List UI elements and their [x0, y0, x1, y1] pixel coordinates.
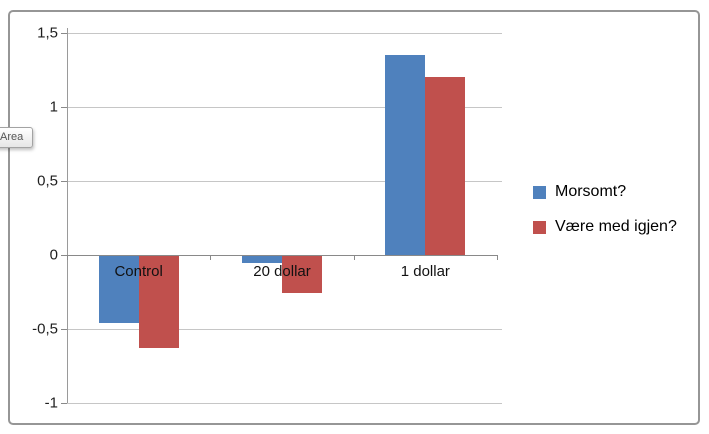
bar-være-med-igjen-control[interactable] [138, 256, 179, 348]
gridline [67, 403, 502, 404]
tooltip-label: Area [0, 131, 24, 143]
y-axis-label: 1,5 [37, 24, 58, 42]
legend-item-morsomt[interactable]: Morsomt? [533, 183, 677, 201]
category-axis-tick [210, 255, 212, 260]
gridline [67, 329, 502, 330]
gridline [67, 181, 502, 182]
y-axis-tick [61, 33, 67, 34]
legend-label: Være med igjen? [555, 218, 677, 235]
y-axis-label: -1 [44, 394, 58, 412]
bar-morsomt-1-dollar[interactable] [385, 55, 426, 255]
bar-morsomt-20-dollar[interactable] [242, 256, 282, 264]
chart-area-tooltip: Area [0, 127, 34, 148]
chart-area[interactable] [8, 10, 700, 425]
y-axis-line [67, 28, 68, 403]
legend-item-være-med-igjen[interactable]: Være med igjen? [533, 218, 677, 236]
category-label-control: Control [114, 263, 163, 280]
bar-morsomt-control[interactable] [98, 256, 139, 323]
category-axis-tick [353, 255, 355, 260]
y-axis-tick [61, 329, 67, 330]
y-axis-label: -0,5 [32, 320, 58, 338]
y-axis-label: 1 [49, 98, 58, 116]
bar-være-med-igjen-20-dollar[interactable] [282, 256, 322, 293]
y-axis-label: 0,5 [37, 172, 58, 190]
y-axis-tick [61, 107, 67, 108]
gridline [67, 107, 502, 108]
bar-være-med-igjen-1-dollar[interactable] [425, 77, 466, 255]
legend: Morsomt? Være med igjen? [533, 183, 677, 253]
category-axis-line [67, 255, 497, 256]
category-label-20-dollar: 20 dollar [253, 263, 311, 280]
gridline [67, 33, 502, 34]
legend-swatch-icon [533, 185, 546, 199]
y-axis-label: 0 [49, 246, 58, 264]
category-axis-tick [497, 255, 498, 260]
y-axis-tick [61, 403, 67, 404]
legend-label: Morsomt? [555, 183, 627, 200]
legend-swatch-icon [533, 220, 546, 234]
category-axis-tick [67, 255, 68, 260]
category-label-1-dollar: 1 dollar [400, 263, 450, 280]
y-axis-tick [61, 181, 67, 182]
y-axis-tick [61, 255, 67, 256]
